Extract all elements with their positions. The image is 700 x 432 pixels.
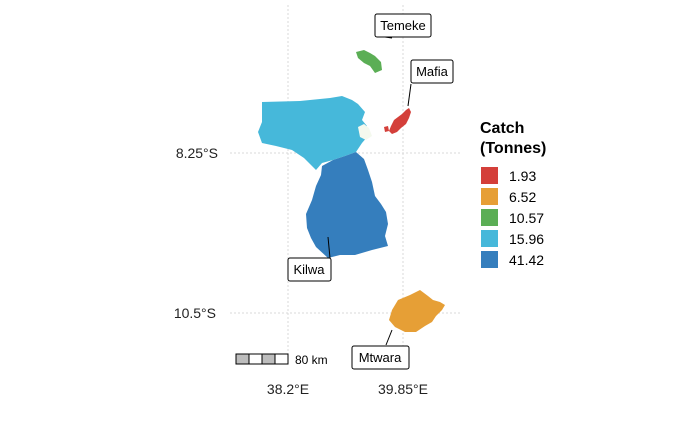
- lon-tick-label: 39.85°E: [378, 381, 428, 397]
- legend-label: 41.42: [509, 252, 544, 268]
- legend-label: 10.57: [509, 210, 544, 226]
- region-mafia[interactable]: [389, 108, 411, 134]
- leader-line: [407, 83, 412, 107]
- region-label-temeke: Temeke: [380, 18, 426, 33]
- lat-tick-label: 8.25°S: [176, 145, 218, 161]
- callout-box: [287, 257, 332, 282]
- regions: [258, 50, 445, 332]
- region-kilwa[interactable]: [306, 152, 388, 258]
- region-mtwara[interactable]: [389, 290, 445, 332]
- callout-mafia: Mafia: [407, 59, 454, 107]
- callout-mtwara: Mtwara: [351, 329, 410, 370]
- region-label-mtwara: Mtwara: [359, 350, 402, 365]
- legend-label: 1.93: [509, 168, 536, 184]
- lon-tick-label: 38.2°E: [267, 381, 309, 397]
- callout-box: [374, 13, 432, 38]
- scale-bar-segment: [248, 353, 263, 365]
- region-label-mafia: Mafia: [416, 64, 449, 79]
- callout-box: [410, 59, 454, 84]
- region-western-coast: [358, 124, 372, 140]
- scale-bar-segment: [274, 353, 289, 365]
- legend-title-unit: (Tonnes): [480, 140, 546, 157]
- region-western[interactable]: [258, 96, 368, 170]
- scale-bar-segment: [261, 353, 276, 365]
- callout-kilwa: Kilwa: [287, 236, 332, 282]
- scale-bar: 80 km: [235, 353, 328, 367]
- legend-items: 1.93 6.52 10.57 15.96 41.42: [481, 167, 544, 268]
- leader-line: [327, 236, 331, 259]
- scale-bar-segment: [235, 353, 250, 365]
- scale-bar-label: 80 km: [295, 353, 328, 367]
- leader-line: [385, 329, 393, 346]
- legend-swatch: [481, 209, 498, 226]
- region-temeke[interactable]: [356, 50, 382, 73]
- lat-tick-label: 10.5°S: [174, 305, 216, 321]
- legend: Catch (Tonnes) 1.93 6.52 10.57 15.96 41.42: [480, 120, 546, 268]
- legend-swatch: [481, 167, 498, 184]
- callout-box: [351, 345, 410, 370]
- legend-swatch: [481, 230, 498, 247]
- legend-title: Catch: [480, 120, 524, 137]
- region-mafia-islet: [384, 126, 389, 132]
- legend-label: 6.52: [509, 189, 536, 205]
- callout-temeke: Temeke: [374, 13, 432, 39]
- region-label-kilwa: Kilwa: [293, 262, 325, 277]
- legend-swatch: [481, 251, 498, 268]
- legend-swatch: [481, 188, 498, 205]
- legend-label: 15.96: [509, 231, 544, 247]
